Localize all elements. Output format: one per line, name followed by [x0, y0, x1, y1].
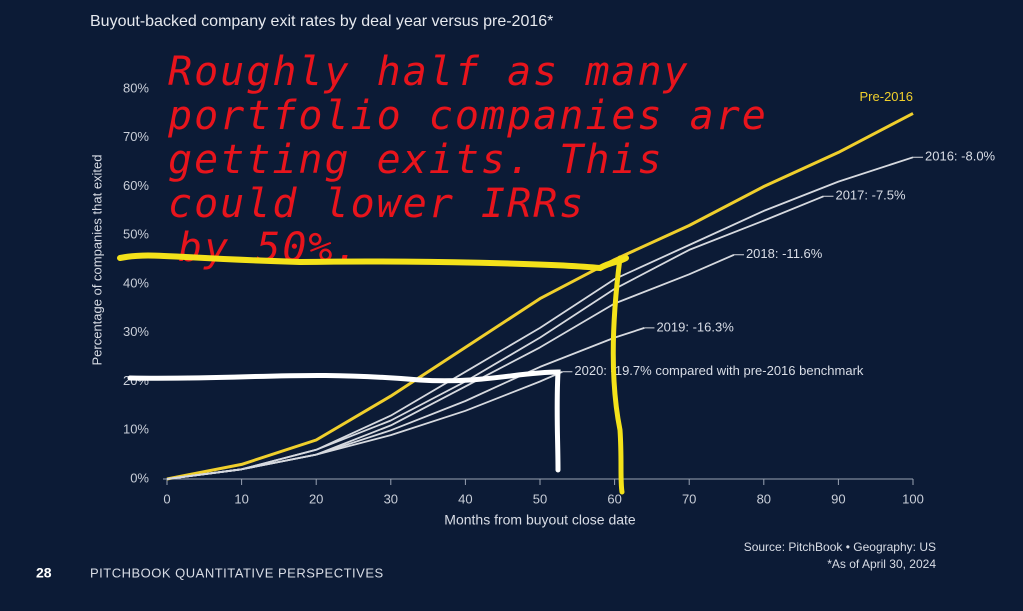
- series-label: 2019: -16.3%: [656, 319, 734, 334]
- series-line: [166, 195, 824, 480]
- y-tick-label: 40%: [123, 275, 149, 290]
- x-tick-label: 50: [533, 491, 547, 506]
- publication: PITCHBOOK QUANTITATIVE PERSPECTIVES: [90, 565, 384, 580]
- date-note: *As of April 30, 2024: [827, 557, 936, 571]
- y-tick-label: 10%: [123, 422, 149, 437]
- x-tick-label: 20: [309, 491, 323, 506]
- yellow-underline: [117, 252, 629, 272]
- yellow-drop-line: [610, 255, 625, 495]
- series-label: 2020: -19.7% compared with pre-2016 benc…: [574, 363, 864, 378]
- x-tick-label: 60: [607, 491, 621, 506]
- x-axis-label: Months from buyout close date: [444, 512, 636, 528]
- source-note: Source: PitchBook • Geography: US: [744, 540, 936, 554]
- y-tick-label: 50%: [123, 227, 149, 242]
- x-tick-label: 0: [163, 491, 170, 506]
- x-tick-label: 30: [384, 491, 398, 506]
- page-number: 28: [36, 565, 52, 581]
- x-tick-label: 70: [682, 491, 696, 506]
- y-tick-label: 70%: [123, 129, 149, 144]
- x-tick-label: 100: [902, 491, 924, 506]
- y-axis-label: Percentage of companies that exited: [89, 154, 104, 365]
- y-tick-label: 0%: [130, 470, 149, 485]
- x-tick-label: 90: [831, 491, 845, 506]
- series-line: [166, 370, 563, 480]
- series-label: 2017: -7.5%: [835, 188, 906, 203]
- handwritten-note: could lower IRRs: [168, 181, 585, 227]
- y-tick-label: 80%: [123, 80, 149, 95]
- series-label: 2018: -11.6%: [746, 246, 823, 261]
- x-tick-label: 80: [757, 491, 771, 506]
- series-label: Pre-2016: [860, 89, 913, 104]
- plot: 0%10%20%30%40%50%60%70%80%0 10 20 30 40 50 60 7…: [123, 80, 996, 506]
- y-tick-label: 60%: [123, 178, 149, 193]
- handwritten-note: getting exits. This: [168, 137, 664, 183]
- series-line: [166, 112, 914, 481]
- handwritten-note: Roughly half as many: [168, 49, 690, 95]
- x-tick-label: 10: [234, 491, 248, 506]
- x-tick-label: 40: [458, 491, 472, 506]
- white-marker-line: [127, 369, 561, 473]
- y-tick-label: 30%: [123, 324, 149, 339]
- chart-title: Buyout-backed company exit rates by deal…: [90, 13, 553, 30]
- handwritten-note: portfolio companies are: [167, 93, 768, 139]
- series-label: 2016: -8.0%: [925, 149, 996, 164]
